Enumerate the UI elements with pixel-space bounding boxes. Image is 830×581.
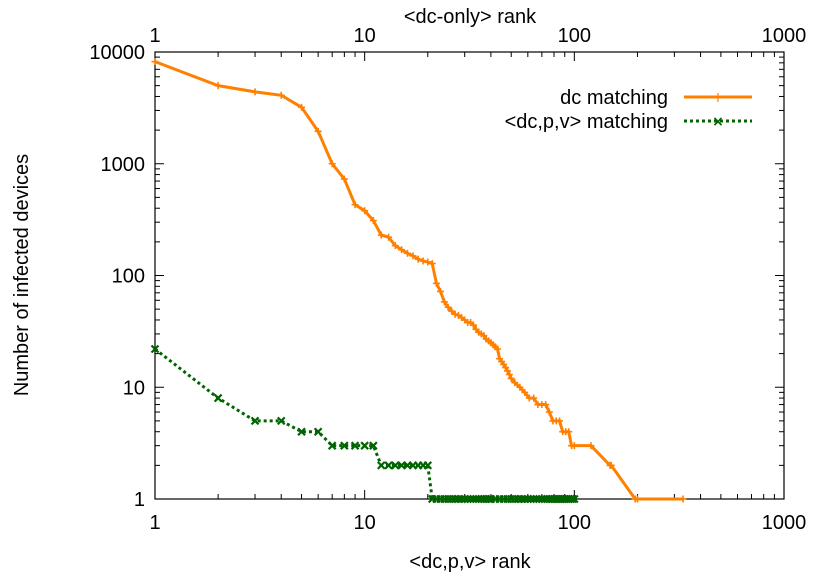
data-point — [419, 257, 427, 265]
data-point — [369, 217, 377, 225]
y-axis-title: Number of infected devices — [11, 154, 33, 396]
y-tick-label: 100 — [112, 266, 145, 288]
x-tick-label: 100 — [558, 512, 591, 534]
data-point — [633, 495, 641, 503]
data-point — [409, 252, 417, 260]
data-point — [214, 82, 222, 90]
x-axis-title-bottom: <dc,p,v> rank — [409, 551, 531, 573]
y-tick-label: 10000 — [89, 42, 145, 64]
data-point — [385, 233, 393, 241]
ticks — [154, 52, 784, 500]
data-point — [391, 242, 399, 250]
data-point — [516, 383, 524, 391]
series-line-1 — [154, 347, 575, 501]
data-point — [432, 279, 440, 287]
data-point — [484, 494, 493, 504]
y-tick-label: 1 — [134, 489, 145, 511]
x-tick-label-top: 100 — [558, 25, 591, 47]
data-point — [469, 321, 477, 329]
data-point — [530, 394, 538, 402]
data-point — [423, 461, 433, 470]
x-tick-label-top: 1 — [149, 25, 160, 47]
data-point — [587, 442, 595, 450]
data-point — [570, 442, 578, 450]
series-layer — [150, 58, 687, 504]
x-tick-label: 1000 — [762, 512, 807, 534]
data-point — [398, 246, 406, 254]
data-point — [277, 91, 285, 99]
data-point — [568, 494, 577, 504]
data-point — [493, 345, 501, 353]
data-point — [377, 231, 385, 239]
plot-frame — [154, 51, 785, 500]
data-point — [542, 401, 550, 409]
data-point — [391, 461, 400, 470]
x-tick-label: 10 — [354, 512, 376, 534]
legend-label-dcpv-matching: <dc,p,v> matching — [505, 111, 668, 133]
y-tick-label: 10 — [123, 377, 145, 399]
data-point — [570, 494, 579, 504]
data-point — [314, 127, 322, 135]
data-point — [521, 388, 529, 396]
data-point — [511, 379, 519, 387]
x-axis-title-top: <dc-only> rank — [404, 6, 537, 28]
data-point — [376, 461, 386, 470]
data-point — [313, 427, 323, 436]
data-point — [504, 367, 512, 375]
data-point — [403, 249, 411, 257]
data-point — [340, 441, 349, 450]
legend-label-dc-matching: dc matching — [560, 87, 668, 109]
data-point — [369, 441, 378, 450]
data-point — [505, 371, 513, 379]
data-point — [351, 201, 359, 209]
data-point — [297, 427, 306, 436]
x-tick-label: 1 — [149, 512, 160, 534]
data-point — [213, 393, 223, 403]
data-point — [328, 160, 336, 168]
data-point — [276, 416, 286, 426]
data-point — [679, 495, 687, 503]
data-point — [428, 260, 436, 268]
y-tick-label: 1000 — [101, 154, 146, 176]
legend: dc matching + <dc,p,v> matching × — [505, 87, 752, 133]
data-point — [607, 461, 615, 469]
data-point — [360, 441, 369, 450]
data-point — [327, 441, 337, 450]
legend-marker-dc-matching: + — [712, 90, 724, 106]
data-point — [565, 428, 573, 436]
data-point — [437, 287, 445, 295]
data-point — [556, 417, 564, 425]
data-point — [151, 58, 159, 66]
legend-marker-dcpv-matching: × — [712, 114, 724, 130]
data-point — [350, 441, 360, 450]
data-point — [340, 175, 348, 183]
data-point — [361, 207, 369, 215]
data-point — [384, 461, 393, 470]
x-tick-label-top: 10 — [354, 25, 376, 47]
data-point — [298, 103, 306, 111]
data-point — [545, 408, 553, 416]
data-point — [507, 374, 515, 382]
data-point — [251, 88, 259, 96]
data-point — [414, 255, 422, 263]
data-point — [150, 344, 160, 354]
x-tick-label-top: 1000 — [762, 25, 807, 47]
data-point — [444, 303, 452, 311]
tick-labels: 1 10 100 1000 1 10 100 1000 1 10 100 1000 10000 — [89, 25, 806, 534]
data-point — [250, 416, 260, 426]
data-point — [451, 310, 459, 318]
data-point — [424, 258, 432, 266]
data-point — [440, 298, 448, 306]
